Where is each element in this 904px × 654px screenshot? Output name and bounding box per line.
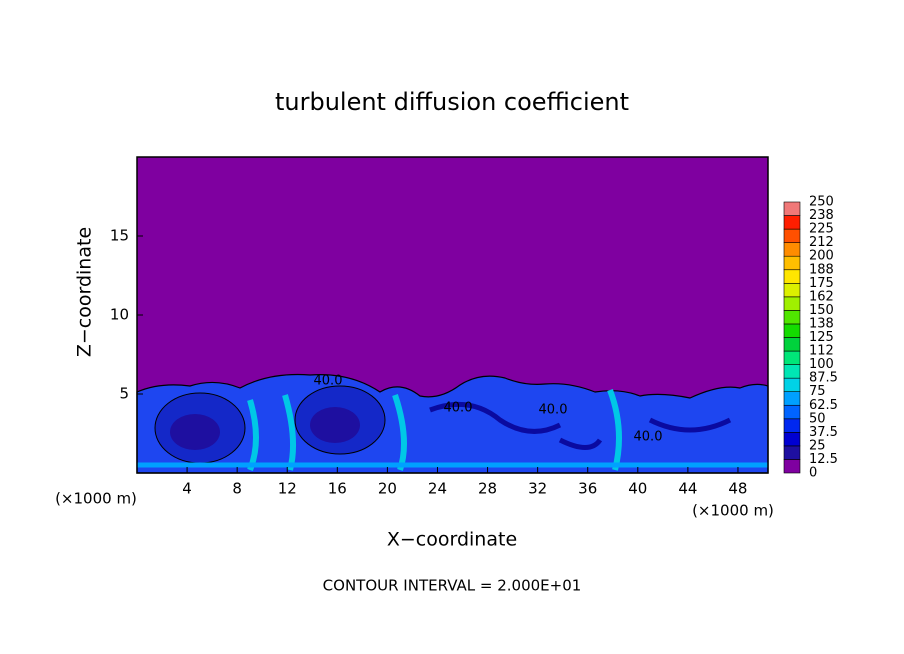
x-tick-label: 4	[182, 480, 192, 498]
eddy-filament	[247, 388, 622, 472]
colorbar-label: 112	[809, 344, 834, 359]
eddy-filament	[429, 401, 732, 450]
colorbar-label: 162	[809, 289, 834, 304]
colorbar-swatch	[783, 364, 801, 379]
colorbar-label: 12.5	[809, 452, 838, 467]
colorbar-label: 25	[809, 438, 826, 453]
colorbar-swatch	[783, 391, 801, 406]
colorbar-swatch	[783, 228, 801, 243]
contour-label: 40.0	[539, 403, 568, 418]
colorbar-swatch	[783, 282, 801, 298]
eddy-core	[170, 414, 220, 450]
x-unit-label: (×1000 m)	[55, 490, 137, 508]
chart-title: turbulent diffusion coefficient	[275, 88, 629, 116]
footer: CONTOUR INTERVAL = 2.000E+01	[323, 577, 582, 595]
colorbar-swatch	[783, 255, 801, 271]
colorbar-swatch	[783, 418, 801, 433]
x-tick-label: 8	[232, 480, 242, 498]
colorbar-swatch	[783, 432, 801, 447]
eddy-core	[310, 407, 360, 443]
colorbar-label: 225	[809, 222, 834, 237]
y-tick-label: 10	[110, 306, 129, 324]
x-tick-label: 28	[478, 480, 497, 498]
x-tick-label: 36	[578, 480, 597, 498]
colorbar-label: 75	[809, 384, 826, 399]
colorbar-swatch	[783, 215, 801, 230]
colorbar-label: 87.5	[809, 371, 838, 386]
colorbar-label: 212	[809, 235, 834, 250]
x-tick-label: 20	[378, 480, 397, 498]
colorbar-label: 138	[809, 316, 834, 331]
y-axis-label: Z−coordinate	[74, 227, 96, 357]
contour-label: 40.0	[314, 374, 343, 389]
colorbar-swatch	[783, 377, 801, 392]
colorbar-label: 0	[809, 466, 817, 481]
colorbar-label: 125	[809, 330, 834, 345]
colorbar-swatch	[783, 323, 801, 338]
colorbar-label: 62.5	[809, 398, 838, 413]
contour-label: 40.0	[444, 401, 473, 416]
colorbar-label: 100	[809, 357, 834, 372]
colorbar-swatch	[783, 296, 801, 311]
colorbar-swatch	[783, 404, 801, 420]
x-tick-label: 48	[728, 480, 747, 498]
x-tick-label: 24	[428, 480, 447, 498]
colorbar-swatch	[783, 310, 801, 325]
colorbar-swatch	[783, 201, 801, 216]
colorbar-label: 188	[809, 262, 834, 277]
x-tick-label: 32	[528, 480, 547, 498]
x-tick-label: 16	[328, 480, 347, 498]
y-tick-label: 5	[119, 385, 129, 403]
colorbar-swatch	[783, 445, 801, 460]
x-tick-label: 40	[628, 480, 647, 498]
colorbar-swatch	[783, 459, 801, 474]
contour-label: 40.0	[634, 430, 663, 445]
colorbar-label: 238	[809, 208, 834, 223]
x-axis-label: X−coordinate	[387, 529, 517, 551]
colorbar-label: 150	[809, 303, 834, 318]
colorbar-label: 37.5	[809, 425, 838, 440]
x-unit-label: (×1000 m)	[692, 502, 774, 520]
field	[136, 157, 769, 474]
colorbar-swatch	[783, 242, 801, 257]
x-tick-label: 44	[678, 480, 697, 498]
colorbar-label: 175	[809, 276, 834, 291]
x-tick-label: 12	[278, 480, 297, 498]
colorbar-swatch	[783, 350, 801, 365]
colorbar-swatch	[783, 337, 801, 352]
colorbar-label: 200	[809, 249, 834, 264]
colorbar-label: 50	[809, 411, 826, 426]
colorbar-swatch	[783, 269, 801, 284]
colorbar-label: 250	[809, 195, 834, 210]
y-tick-label: 15	[110, 227, 129, 245]
